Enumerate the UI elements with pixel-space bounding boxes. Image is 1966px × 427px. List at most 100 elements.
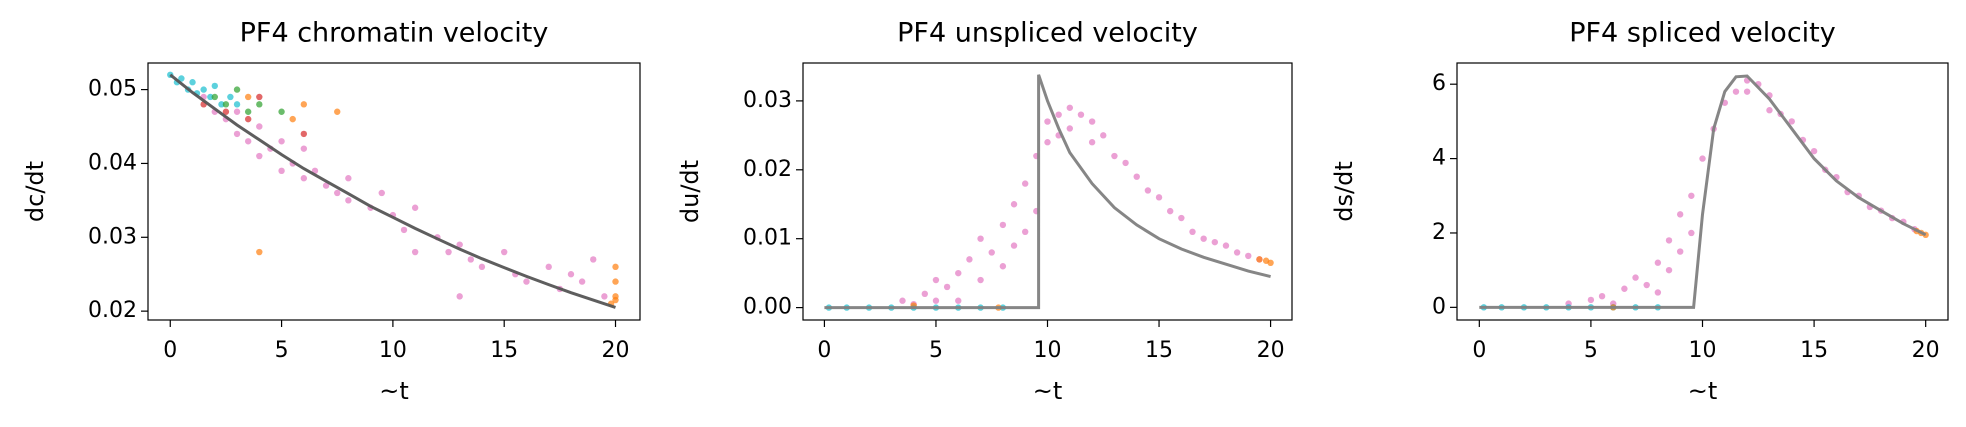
x-tick-label: 5 bbox=[275, 338, 289, 363]
point bbox=[222, 101, 230, 108]
point bbox=[345, 197, 352, 204]
point bbox=[300, 145, 308, 152]
point bbox=[256, 248, 263, 256]
point bbox=[1021, 180, 1029, 187]
point bbox=[1066, 104, 1074, 111]
x-tick-label: 0 bbox=[163, 338, 177, 363]
point bbox=[1155, 194, 1163, 201]
point bbox=[1676, 211, 1684, 218]
point bbox=[189, 79, 196, 86]
point bbox=[1010, 201, 1018, 208]
x-axis-label: ~t bbox=[1033, 377, 1063, 405]
point bbox=[467, 256, 475, 263]
y-tick-label: 0.03 bbox=[743, 88, 792, 113]
chart-title: PF4 spliced velocity bbox=[1569, 18, 1836, 49]
point bbox=[955, 269, 962, 277]
point bbox=[211, 93, 218, 101]
point bbox=[334, 189, 341, 197]
point bbox=[977, 235, 984, 242]
fit-curve bbox=[169, 73, 616, 309]
point bbox=[322, 182, 330, 189]
point bbox=[1699, 155, 1706, 162]
point bbox=[567, 271, 575, 278]
point bbox=[1654, 289, 1662, 296]
point bbox=[211, 82, 218, 90]
point bbox=[256, 93, 263, 101]
point bbox=[1587, 296, 1595, 304]
point bbox=[1044, 139, 1051, 146]
point bbox=[1665, 266, 1673, 274]
plot-frame bbox=[147, 62, 641, 321]
point bbox=[411, 204, 419, 211]
point bbox=[1133, 173, 1140, 180]
point bbox=[1632, 274, 1639, 281]
point bbox=[977, 276, 984, 284]
point bbox=[1256, 256, 1263, 263]
x-tick-label: 0 bbox=[817, 338, 831, 363]
point bbox=[378, 189, 385, 197]
point bbox=[932, 297, 940, 304]
point bbox=[1088, 118, 1096, 125]
point bbox=[1044, 118, 1051, 125]
y-tick-label: 0.04 bbox=[88, 150, 137, 175]
point bbox=[1598, 292, 1606, 300]
x-axis-label: ~t bbox=[379, 377, 409, 405]
point bbox=[1200, 235, 1207, 242]
point bbox=[1189, 228, 1196, 236]
point bbox=[233, 86, 241, 93]
point bbox=[955, 297, 962, 304]
point bbox=[943, 283, 951, 291]
point bbox=[233, 101, 241, 108]
point bbox=[222, 108, 230, 115]
point bbox=[456, 241, 463, 248]
point bbox=[244, 93, 252, 101]
point bbox=[300, 130, 308, 138]
point bbox=[1688, 192, 1695, 199]
y-tick-label: 0.03 bbox=[88, 224, 137, 249]
point bbox=[256, 123, 263, 130]
point bbox=[334, 108, 341, 115]
point bbox=[966, 256, 973, 263]
point bbox=[278, 138, 285, 145]
point bbox=[445, 248, 452, 256]
point bbox=[1222, 242, 1230, 249]
point bbox=[612, 263, 619, 271]
y-tick-label: 0.02 bbox=[88, 298, 137, 323]
point bbox=[500, 248, 508, 256]
point bbox=[545, 263, 552, 271]
point bbox=[999, 221, 1007, 229]
plot-frame bbox=[1456, 62, 1949, 321]
y-tick-label: 0.05 bbox=[88, 77, 137, 102]
point bbox=[612, 296, 619, 304]
point bbox=[1676, 248, 1684, 255]
point bbox=[1111, 152, 1118, 160]
point bbox=[1688, 229, 1695, 237]
point bbox=[988, 249, 995, 256]
point bbox=[478, 263, 486, 271]
point bbox=[244, 115, 252, 123]
point bbox=[178, 75, 185, 82]
point bbox=[590, 256, 597, 263]
point bbox=[1166, 207, 1174, 215]
point bbox=[1643, 281, 1650, 289]
point bbox=[921, 290, 929, 298]
point bbox=[227, 93, 234, 101]
point bbox=[1766, 107, 1773, 114]
point bbox=[899, 297, 906, 304]
x-tick-label: 0 bbox=[1472, 338, 1486, 363]
point bbox=[1245, 252, 1252, 260]
y-tick-label: 0.01 bbox=[743, 226, 792, 251]
point bbox=[256, 152, 263, 160]
point bbox=[1055, 111, 1062, 118]
point bbox=[578, 278, 586, 285]
point bbox=[1077, 111, 1085, 118]
y-tick-label: 2 bbox=[1432, 220, 1446, 245]
point bbox=[233, 108, 241, 115]
point bbox=[256, 101, 263, 108]
chart-title: PF4 chromatin velocity bbox=[240, 18, 549, 49]
point bbox=[300, 175, 308, 182]
y-tick-label: 0.02 bbox=[743, 157, 792, 182]
y-axis-label: du/dt bbox=[676, 160, 704, 223]
point bbox=[300, 101, 308, 108]
